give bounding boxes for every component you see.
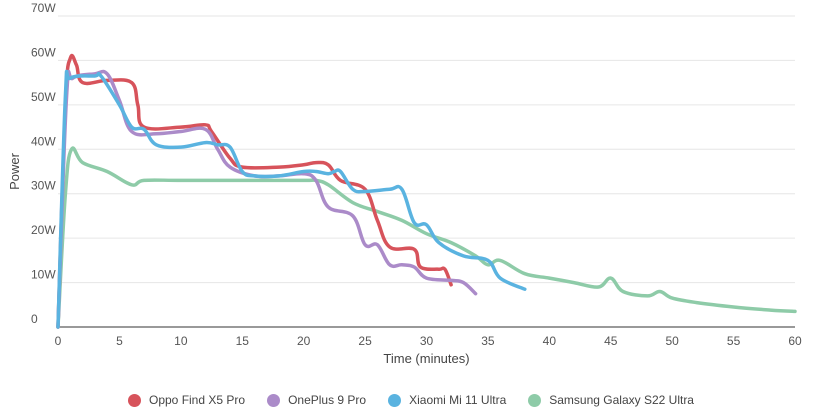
legend-label-xiaomi: Xiaomi Mi 11 Ultra	[409, 393, 507, 407]
legend-label-samsung: Samsung Galaxy S22 Ultra	[549, 393, 694, 407]
x-tick-label: 15	[236, 334, 250, 348]
y-tick-label: 70W	[31, 1, 56, 15]
x-tick-label: 20	[297, 334, 311, 348]
y-tick-label: 20W	[31, 223, 56, 237]
y-tick-label: 50W	[31, 90, 56, 104]
x-tick-label: 60	[788, 334, 802, 348]
x-axis-ticks: 0 5 10 15 20 25 30 35 40 45 50 55 60	[55, 334, 802, 348]
x-tick-label: 45	[604, 334, 618, 348]
legend-item-samsung[interactable]: Samsung Galaxy S22 Ultra	[528, 393, 694, 407]
y-tick-label: 0	[31, 312, 38, 326]
legend-item-xiaomi[interactable]: Xiaomi Mi 11 Ultra	[388, 393, 506, 407]
legend-item-oneplus[interactable]: OnePlus 9 Pro	[267, 393, 366, 407]
y-axis-title: Power	[7, 152, 22, 190]
legend-label-oppo: Oppo Find X5 Pro	[149, 393, 246, 407]
x-tick-label: 0	[55, 334, 62, 348]
y-tick-label: 40W	[31, 134, 56, 148]
x-tick-label: 35	[481, 334, 495, 348]
legend-label-oneplus: OnePlus 9 Pro	[288, 393, 367, 407]
legend-swatch-oppo	[128, 393, 141, 407]
legend-swatch-samsung	[528, 393, 542, 407]
series-line-xiaomi-mi-11-ultra	[56, 69, 527, 329]
legend-item-oppo[interactable]: Oppo Find X5 Pro	[128, 393, 245, 407]
chart-legend: Oppo Find X5 Pro OnePlus 9 Pro Xiaomi Mi…	[0, 388, 822, 412]
y-tick-label: 10W	[31, 268, 56, 282]
legend-swatch-oneplus	[267, 393, 281, 407]
x-tick-label: 30	[420, 334, 434, 348]
grid-lines	[58, 15, 795, 284]
x-tick-label: 25	[358, 334, 372, 348]
series-line-samsung-galaxy-s22-ultra	[56, 146, 797, 329]
power-chart: 0 10W 20W 30W 40W 50W 60W 70W 0 5 10 15 20 25 30 35 40 4…	[7, 1, 802, 366]
x-tick-label: 55	[727, 334, 741, 348]
series-lines	[56, 53, 797, 329]
x-tick-label: 40	[543, 334, 557, 348]
x-tick-label: 5	[116, 334, 123, 348]
legend-swatch-xiaomi	[388, 393, 402, 407]
y-tick-label: 30W	[31, 179, 56, 193]
y-axis-ticks: 0 10W 20W 30W 40W 50W 60W 70W	[31, 1, 56, 326]
y-tick-label: 60W	[31, 45, 56, 59]
x-tick-label: 10	[174, 334, 188, 348]
series-line-oppo-find-x5-pro	[56, 53, 453, 329]
x-axis-title: Time (minutes)	[383, 351, 469, 366]
x-tick-label: 50	[665, 334, 679, 348]
